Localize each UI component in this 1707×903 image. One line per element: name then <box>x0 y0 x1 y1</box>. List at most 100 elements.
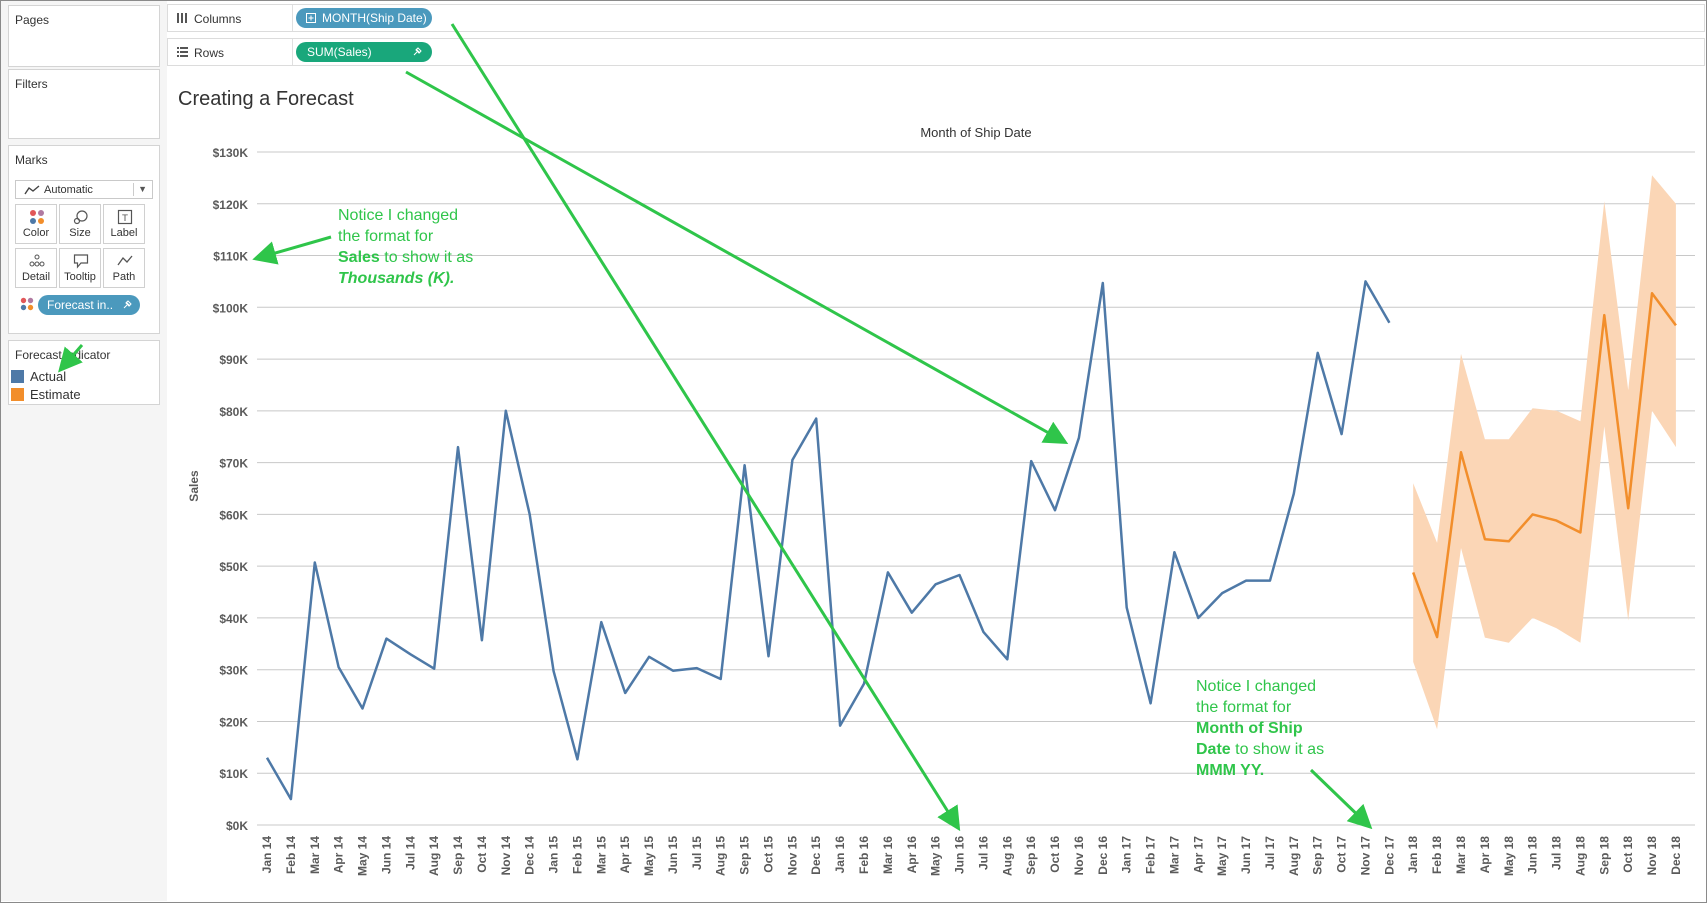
pin-icon <box>123 300 132 309</box>
y-tick-label: $90K <box>219 353 248 367</box>
note1-italic: Thousands (K). <box>338 270 455 287</box>
x-tick-label: Feb 17 <box>1144 836 1158 874</box>
y-tick-label: $10K <box>219 767 248 781</box>
note2-line3: to show it as <box>1230 741 1325 758</box>
x-tick-label: Sep 17 <box>1311 836 1325 875</box>
x-tick-label: Apr 14 <box>332 836 346 874</box>
x-tick-label: May 18 <box>1502 836 1516 876</box>
size-icon <box>73 210 88 225</box>
sheet-title: Creating a Forecast <box>178 88 354 110</box>
x-tick-label: Feb 15 <box>570 836 584 874</box>
filters-title: Filters <box>15 77 48 91</box>
x-tick-label: Nov 14 <box>499 836 513 876</box>
svg-text:T: T <box>121 214 128 224</box>
x-tick-label: Dec 14 <box>523 836 537 875</box>
x-tick-label: Aug 18 <box>1573 836 1587 876</box>
line-mark-icon <box>24 185 40 195</box>
note1-line1: Notice I changed <box>338 207 459 224</box>
x-tick-label: Sep 18 <box>1597 836 1611 875</box>
note1-line3: to show it as <box>379 249 474 266</box>
x-tick-label: Feb 14 <box>284 836 298 874</box>
tooltip-label: Tooltip <box>64 271 96 283</box>
y-tick-label: $80K <box>219 405 248 419</box>
y-tick-label: $0K <box>226 819 248 833</box>
filters-card[interactable]: Filters <box>8 69 160 139</box>
mark-type-dropdown[interactable]: Automatic ▼ <box>15 180 153 199</box>
arrow-note-to-dates <box>1309 768 1373 830</box>
x-tick-label: Aug 14 <box>427 836 441 876</box>
y-tick-label: $20K <box>219 715 248 729</box>
x-tick-label: Jan 17 <box>1120 836 1134 874</box>
x-tick-label: Nov 17 <box>1358 836 1372 876</box>
x-tick-label: Jan 18 <box>1406 836 1420 874</box>
path-icon <box>117 255 133 266</box>
size-button[interactable]: Size <box>59 204 101 244</box>
x-tick-label: Apr 15 <box>618 836 632 874</box>
x-tick-label: Jul 16 <box>976 836 990 870</box>
annotation-sales-format: Notice I changed the format for Sales to… <box>338 205 473 289</box>
x-tick-label: May 17 <box>1215 836 1229 876</box>
x-tick-label: Jan 14 <box>260 836 274 874</box>
arrow-note-to-yaxis <box>252 235 332 265</box>
path-button[interactable]: Path <box>103 248 145 288</box>
marks-card: Marks Automatic ▼ Color Size T <box>8 145 160 334</box>
label-label: Label <box>110 227 138 239</box>
x-tick-label: May 15 <box>642 836 656 876</box>
note2-bold1: Month of Ship <box>1196 720 1303 737</box>
annotation-date-format: Notice I changed the format for Month of… <box>1196 676 1324 781</box>
forecast-indicator-pill[interactable]: Forecast in.. <box>38 295 140 315</box>
x-tick-label: Dec 18 <box>1669 836 1683 875</box>
columns-shelf[interactable]: Columns MONTH(Ship Date) <box>167 4 1705 32</box>
estimate-prediction-band <box>1413 175 1676 730</box>
y-tick-label: $100K <box>213 301 249 315</box>
x-tick-label: Mar 18 <box>1454 836 1468 874</box>
x-tick-label: Jul 17 <box>1263 836 1277 870</box>
color-button[interactable]: Color <box>15 204 57 244</box>
y-tick-label: $130K <box>213 146 249 160</box>
path-label: Path <box>112 271 136 283</box>
rows-pill-label: SUM(Sales) <box>307 45 372 59</box>
y-tick-label: $120K <box>213 198 249 212</box>
detail-button[interactable]: Detail <box>15 248 57 288</box>
x-tick-label: May 14 <box>356 836 370 876</box>
x-tick-label: Nov 16 <box>1072 836 1086 876</box>
size-label: Size <box>69 227 91 239</box>
x-tick-label: Apr 18 <box>1478 836 1492 874</box>
legend-swatch-actual <box>11 370 24 383</box>
x-tick-label: Sep 16 <box>1024 836 1038 875</box>
left-pane: Pages Filters Marks Automatic ▼ Color Si… <box>1 1 167 901</box>
mark-type-label: Automatic <box>44 184 93 196</box>
x-tick-label: Mar 17 <box>1167 836 1181 874</box>
y-tick-label: $40K <box>219 612 248 626</box>
label-button[interactable]: T Label <box>103 204 145 244</box>
tooltip-button[interactable]: Tooltip <box>59 248 101 288</box>
pages-card[interactable]: Pages <box>8 5 160 67</box>
series-line-estimate <box>1412 292 1677 639</box>
legend-swatch-estimate <box>11 388 24 401</box>
x-tick-label: Sep 14 <box>451 836 465 875</box>
x-tick-label: Sep 15 <box>738 836 752 875</box>
label-icon: T <box>117 209 133 225</box>
x-tick-label: Jun 15 <box>666 836 680 874</box>
y-tick-label: $30K <box>219 664 248 678</box>
x-tick-label: Jan 16 <box>833 836 847 874</box>
x-tick-label: Nov 15 <box>785 836 799 876</box>
arrow-rows-to-chart <box>405 70 1069 444</box>
x-tick-label: Mar 15 <box>594 836 608 874</box>
x-tick-label: Jun 16 <box>953 836 967 874</box>
y-axis-ticks: $0K $10K $20K $30K $40K $50K $60K $70K $80K $90K $… <box>213 146 249 833</box>
dropdown-separator <box>133 183 134 196</box>
x-tick-label: Jul 15 <box>690 836 704 870</box>
x-tick-label: Apr 16 <box>905 836 919 874</box>
columns-pill-label: MONTH(Ship Date) <box>322 11 427 25</box>
rows-shelf[interactable]: Rows SUM(Sales) <box>167 38 1705 66</box>
marks-title: Marks <box>15 153 48 167</box>
note2-line2: the format for <box>1196 699 1292 716</box>
x-tick-label: Jun 18 <box>1526 836 1540 874</box>
note2-bold2: Date <box>1196 741 1231 758</box>
x-tick-label: Oct 17 <box>1335 836 1349 873</box>
x-tick-label: Feb 16 <box>857 836 871 874</box>
sum-sales-pill[interactable]: SUM(Sales) <box>296 42 432 62</box>
month-ship-date-pill[interactable]: MONTH(Ship Date) <box>296 8 432 28</box>
